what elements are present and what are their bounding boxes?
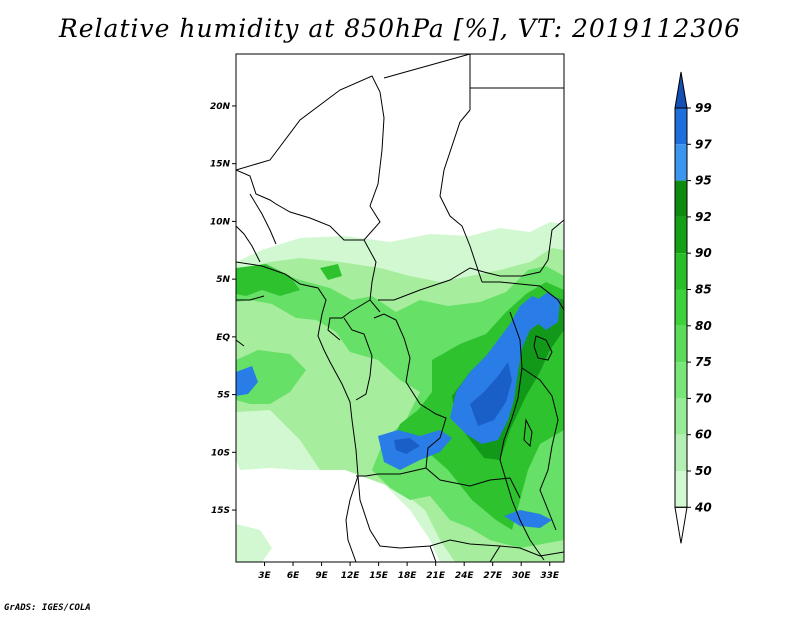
lat-tick-label: 5S bbox=[217, 391, 230, 401]
colorbar-segment bbox=[674, 71, 688, 109]
colorbar-segment bbox=[675, 325, 687, 363]
map-frame bbox=[235, 53, 565, 563]
border-south bbox=[357, 475, 564, 562]
border-central-african bbox=[327, 239, 521, 499]
lon-tick-label: 12E bbox=[341, 571, 361, 581]
colorbar-label: 97 bbox=[695, 137, 712, 151]
colorbar-segment bbox=[675, 398, 687, 435]
border-east bbox=[378, 87, 564, 301]
lat-tick-label: 10N bbox=[210, 217, 231, 227]
colorbar-segment bbox=[675, 216, 687, 254]
colorbar-segment bbox=[675, 253, 687, 290]
colorbar-segment bbox=[675, 108, 687, 145]
colorbar-label: 92 bbox=[695, 210, 712, 224]
colorbar-label: 90 bbox=[695, 246, 712, 260]
colorbar-segment bbox=[674, 506, 688, 544]
colorbar-segment bbox=[675, 471, 687, 508]
lat-tick-label: 15S bbox=[211, 506, 230, 516]
lon-tick-label: 33E bbox=[540, 571, 560, 581]
colorbar-segment bbox=[675, 362, 687, 399]
axis-ticks bbox=[232, 105, 551, 566]
lon-tick-label: 27E bbox=[483, 571, 503, 581]
colorbar-label: 50 bbox=[695, 464, 712, 478]
colorbar-segment bbox=[675, 144, 687, 181]
colorbar-segment bbox=[675, 289, 687, 326]
lake-outline bbox=[523, 335, 553, 448]
lat-tick-label: 10S bbox=[211, 448, 230, 458]
lat-tick-label: 20N bbox=[210, 102, 231, 112]
credit-label: GrADS: IGES/COLA bbox=[4, 603, 91, 613]
colorbar-label: 40 bbox=[694, 500, 712, 514]
lon-tick-label: 30E bbox=[512, 571, 532, 581]
border-chad-sudan bbox=[383, 54, 483, 283]
country-borders bbox=[236, 54, 564, 562]
colorbar-label: 60 bbox=[695, 428, 712, 442]
colorbar-label: 70 bbox=[695, 391, 712, 405]
humidity-shading bbox=[236, 222, 564, 562]
colorbar-label: 75 bbox=[695, 355, 712, 369]
border-west bbox=[236, 193, 277, 347]
lon-tick-label: 9E bbox=[315, 571, 328, 581]
lat-tick-label: 5N bbox=[216, 275, 230, 285]
colorbar-segment bbox=[675, 180, 687, 217]
lon-tick-label: 15E bbox=[369, 571, 389, 581]
border-north-sahara bbox=[236, 75, 385, 241]
colorbar-label: 80 bbox=[695, 319, 712, 333]
lon-tick-label: 3E bbox=[258, 571, 271, 581]
colorbar: 99 97 95 92 90 85 80 75 70 60 50 40 bbox=[674, 71, 712, 544]
colorbar-label: 85 bbox=[695, 283, 712, 297]
lon-tick-label: 6E bbox=[287, 571, 300, 581]
colorbar-label: 95 bbox=[695, 174, 712, 188]
colorbar-frame bbox=[674, 107, 688, 508]
colorbar-label: 99 bbox=[695, 101, 712, 115]
rh-band-99 bbox=[394, 362, 512, 454]
map-title: Relative humidity at 850hPa [%], VT: 201… bbox=[58, 14, 742, 43]
border-great-lakes bbox=[482, 281, 564, 561]
colorbar-segment bbox=[675, 434, 687, 471]
lat-tick-label: 15N bbox=[210, 160, 231, 170]
lon-tick-label: 18E bbox=[398, 571, 418, 581]
lat-tick-label: EQ bbox=[216, 333, 230, 343]
lon-tick-label: 24E bbox=[455, 571, 475, 581]
lon-tick-label: 21E bbox=[426, 571, 446, 581]
latitude-labels: 20N 15N 10N 5N EQ 5S 10S 15S bbox=[210, 102, 231, 516]
rh-band-90 bbox=[236, 264, 564, 530]
longitude-labels: 3E 6E 9E 12E 15E 18E 21E 24E 27E 30E 33E bbox=[258, 571, 560, 581]
coastline bbox=[236, 261, 359, 562]
